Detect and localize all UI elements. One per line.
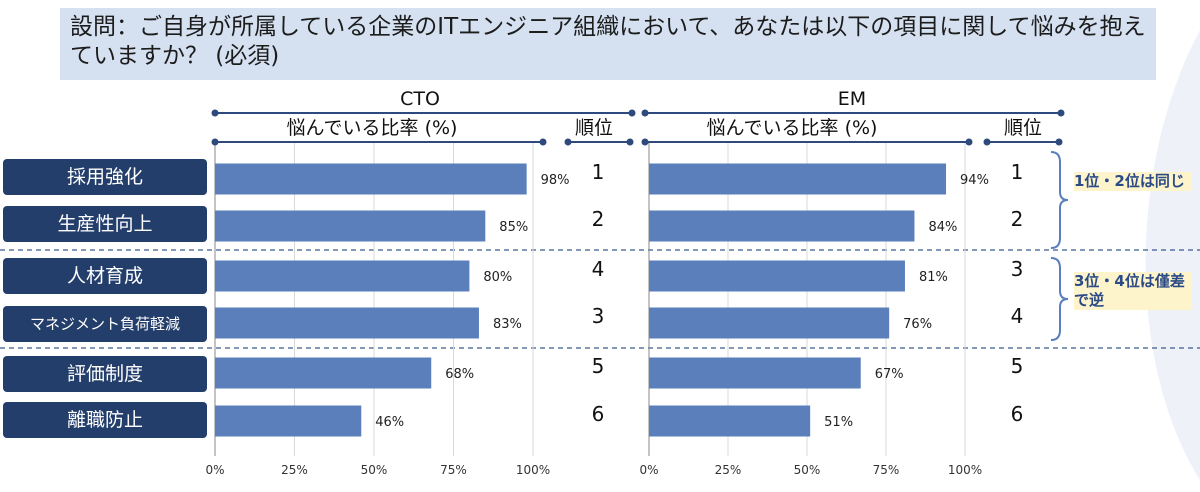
x-tick-label: 75%	[440, 463, 467, 477]
x-tick-label: 0%	[205, 463, 224, 477]
value-header-line-end	[965, 138, 973, 146]
bar	[649, 210, 915, 242]
note-bracket	[1050, 257, 1069, 341]
rank-value: 5	[1011, 354, 1024, 378]
bar	[649, 260, 905, 292]
rank-value: 3	[1011, 257, 1024, 281]
value-header: 悩んでいる比率 (%)	[707, 117, 878, 139]
category-label: 評価制度	[3, 356, 207, 392]
rank-value: 6	[592, 402, 605, 426]
rank-header-line-end	[1055, 138, 1063, 146]
bar	[215, 260, 470, 292]
group-span-line-end	[628, 109, 636, 117]
bar	[649, 405, 811, 437]
rank-header-line-end	[626, 138, 634, 146]
question-text: 設問：ご自身が所属している企業のITエンジニア組織において、あなたは以下の項目に…	[70, 14, 1146, 69]
note-rank-3-4: 3位・4位は僅差で逆	[1074, 272, 1192, 310]
bar-value-label: 85%	[499, 220, 528, 235]
category-label: 生産性向上	[3, 206, 207, 242]
bar-value-label: 80%	[483, 270, 512, 285]
bar	[215, 357, 432, 389]
x-tick-label: 75%	[873, 463, 900, 477]
x-tick-label: 50%	[361, 463, 388, 477]
x-tick-label: 50%	[794, 463, 821, 477]
group-span-line-end	[641, 109, 649, 117]
value-header: 悩んでいる比率 (%)	[287, 117, 458, 139]
rank-value: 2	[592, 207, 605, 231]
bar-value-label: 67%	[875, 367, 904, 382]
question-banner	[60, 8, 1156, 80]
bar-value-label: 81%	[919, 270, 948, 285]
rank-value: 2	[1011, 207, 1024, 231]
bar	[215, 405, 362, 437]
group-title: EM	[838, 88, 866, 110]
bar	[649, 307, 890, 339]
note-rank-1-2: 1位・2位は同じ	[1074, 172, 1192, 191]
bar-value-label: 46%	[375, 415, 404, 430]
group-span-line-end	[211, 109, 219, 117]
group-title: CTO	[400, 88, 440, 110]
bar	[215, 307, 479, 339]
category-label: 人材育成	[3, 258, 207, 294]
rank-value: 1	[592, 160, 605, 184]
value-header-line-end	[539, 138, 547, 146]
bar-value-label: 68%	[445, 367, 474, 382]
rank-value: 1	[1011, 160, 1024, 184]
bar	[215, 163, 527, 195]
rank-header-line-end	[983, 138, 991, 146]
rank-header-line-end	[564, 138, 572, 146]
category-label: マネジメント負荷軽減	[3, 306, 207, 342]
bar-value-label: 98%	[541, 173, 570, 188]
x-tick-label: 25%	[715, 463, 742, 477]
rank-header: 順位	[575, 117, 613, 139]
note-bracket	[1050, 151, 1069, 249]
bar-value-label: 83%	[493, 317, 522, 332]
category-label: 採用強化	[3, 159, 207, 195]
rank-value: 4	[592, 257, 605, 281]
category-label: 離職防止	[3, 402, 207, 438]
bar	[215, 210, 486, 242]
value-header-line-end	[641, 138, 649, 146]
rank-header: 順位	[1004, 117, 1042, 139]
bar-value-label: 51%	[824, 415, 853, 430]
x-tick-label: 100%	[516, 463, 550, 477]
bar-value-label: 76%	[903, 317, 932, 332]
bar-value-label: 84%	[928, 220, 957, 235]
rank-value: 5	[592, 354, 605, 378]
value-header-line-end	[211, 138, 219, 146]
x-tick-label: 100%	[948, 463, 982, 477]
rank-value: 3	[592, 304, 605, 328]
rank-value: 6	[1011, 402, 1024, 426]
bar	[649, 163, 947, 195]
bar	[649, 357, 861, 389]
x-tick-label: 0%	[639, 463, 658, 477]
group-span-line-end	[1057, 109, 1065, 117]
bar-value-label: 94%	[960, 173, 989, 188]
x-tick-label: 25%	[281, 463, 308, 477]
rank-value: 4	[1011, 304, 1024, 328]
